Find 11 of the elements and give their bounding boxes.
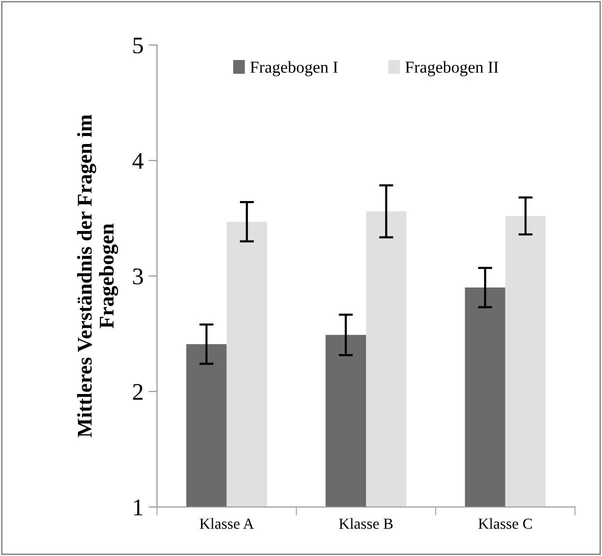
y-axis-title: Mittleres Verständnis der Fragen im Fragebogen xyxy=(77,114,118,438)
x-tick-label: Klasse C xyxy=(478,518,532,529)
x-tick-label: Klasse A xyxy=(200,518,254,529)
y-tick-label: 3 xyxy=(133,268,143,284)
x-tick-label: Klasse B xyxy=(339,518,393,529)
legend-label: Fragebogen II xyxy=(405,61,498,76)
legend-label: Fragebogen I xyxy=(250,61,338,76)
y-tick-label: 1 xyxy=(134,500,142,516)
y-tick-label: 5 xyxy=(133,38,143,54)
y-tick-label: 4 xyxy=(132,153,144,169)
y-tick-label: 2 xyxy=(133,384,143,400)
